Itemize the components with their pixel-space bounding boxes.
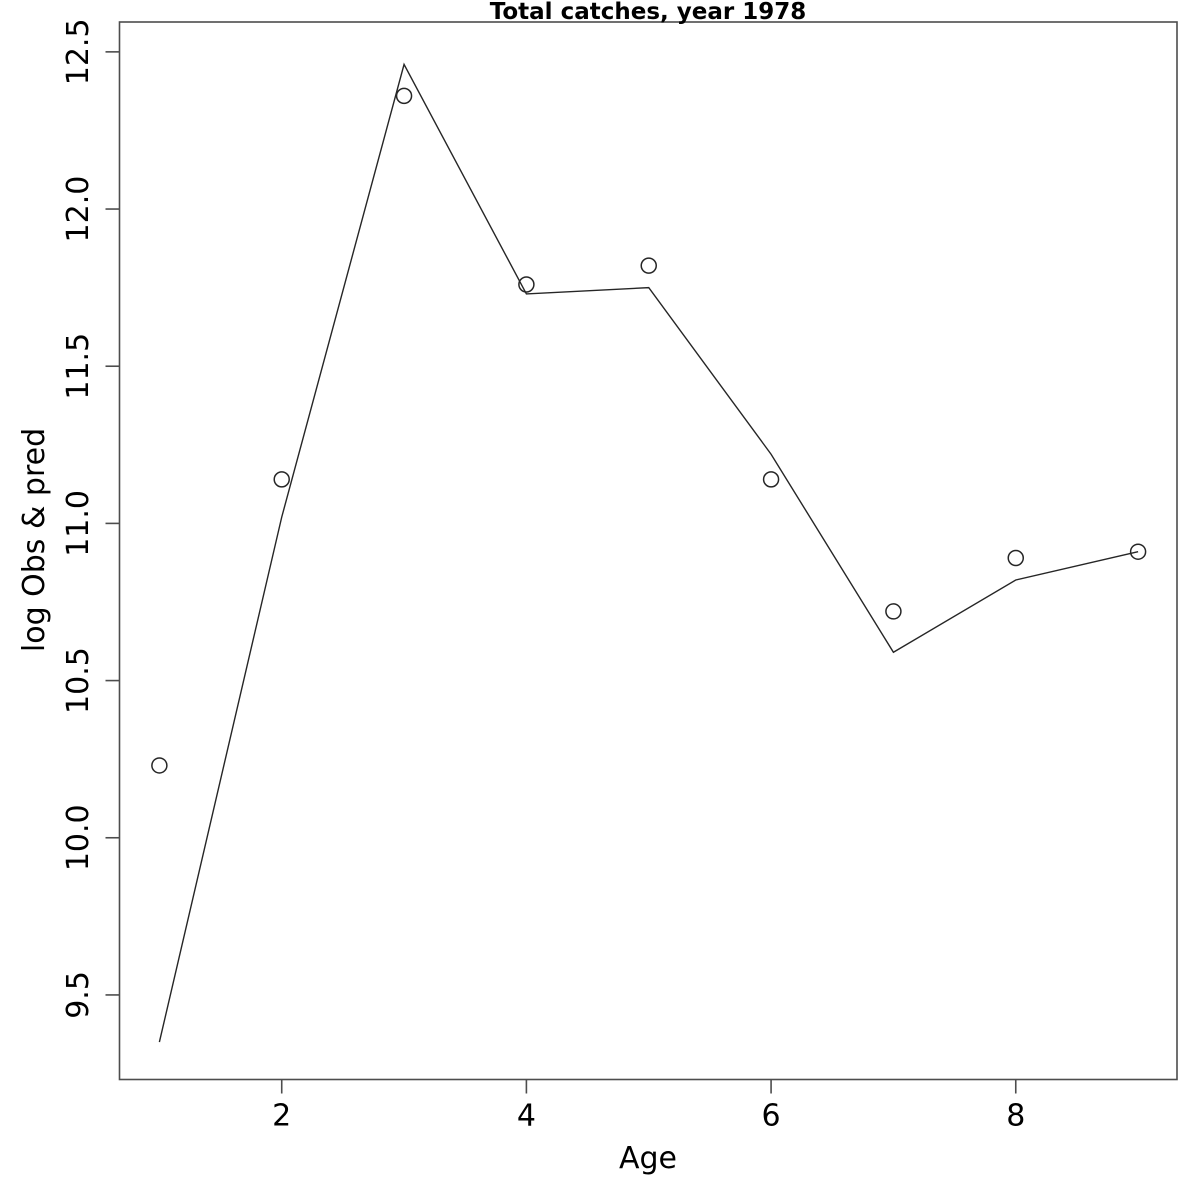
- observed-point: [640, 257, 657, 274]
- x-axis-title: Age: [619, 1141, 677, 1176]
- x-tick-label: 6: [762, 1099, 781, 1134]
- y-tick-label: 12.5: [61, 18, 96, 85]
- x-axis: 2 4 6 8: [272, 1079, 1025, 1134]
- chart-title: Total catches, year 1978: [490, 0, 807, 25]
- observed-point: [1007, 549, 1025, 567]
- observed-point: [273, 471, 290, 488]
- x-tick-label: 4: [517, 1099, 536, 1134]
- y-tick-label: 10.5: [61, 647, 96, 714]
- y-tick-label: 11.0: [61, 490, 96, 557]
- y-tick-label: 10.0: [61, 804, 96, 871]
- observed-point: [395, 87, 413, 105]
- prediction-line: [158, 62, 1139, 1043]
- observed-point: [762, 471, 780, 488]
- x-tick-label: 2: [272, 1099, 291, 1134]
- y-axis-title: log Obs & pred: [17, 428, 52, 652]
- series-layer: [151, 62, 1147, 1043]
- y-axis: 9.5 10.0 10.5 11.0 11.5 12.0 12.5: [61, 18, 120, 1019]
- y-tick-label: 11.5: [61, 333, 96, 400]
- y-tick-label: 12.0: [61, 176, 96, 243]
- observed-point: [885, 603, 902, 620]
- plot-box: [118, 21, 1178, 1081]
- observed-point: [151, 757, 168, 774]
- x-tick-label: 8: [1006, 1099, 1025, 1134]
- y-tick-label: 9.5: [61, 971, 96, 1019]
